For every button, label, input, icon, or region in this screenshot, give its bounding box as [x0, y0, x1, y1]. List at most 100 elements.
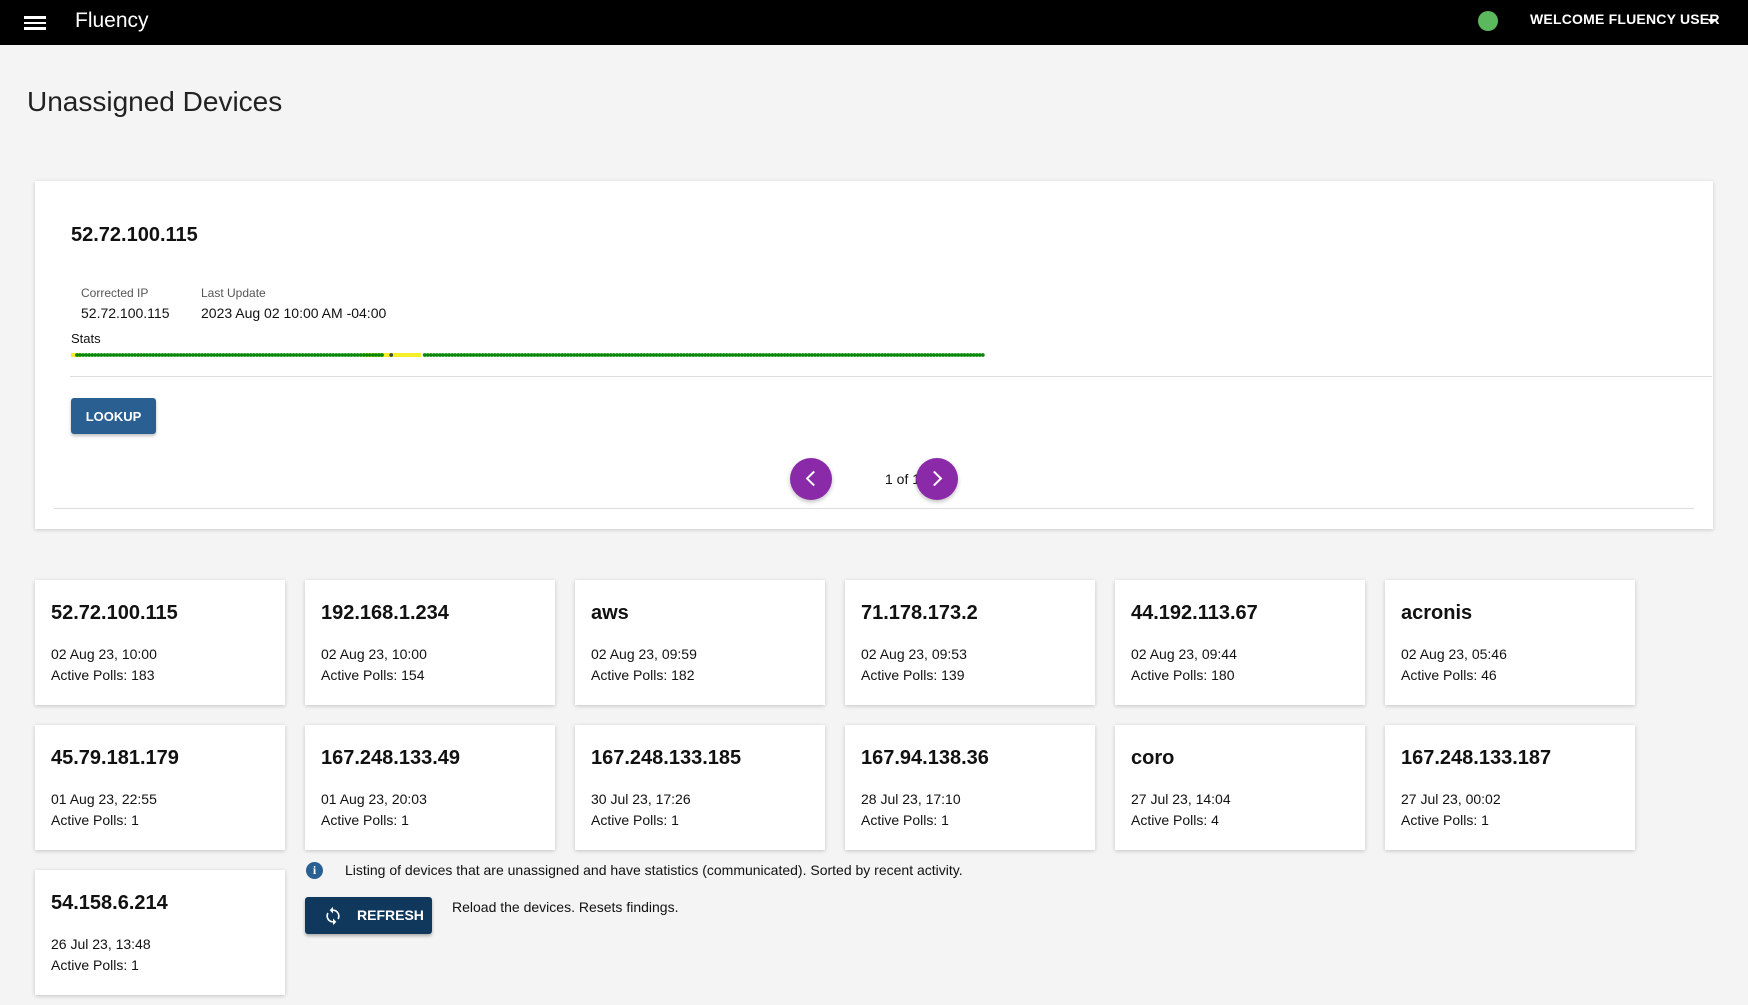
- previous-page-button[interactable]: [790, 458, 832, 500]
- stats-poll-dot: [840, 353, 845, 357]
- stats-poll-dot: [499, 353, 503, 357]
- stats-poll-dot: [297, 353, 302, 357]
- stats-poll-dot: [587, 353, 592, 357]
- stats-poll-dot: [743, 353, 747, 357]
- lookup-button[interactable]: LOOKUP: [71, 398, 156, 434]
- stats-poll-dot: [938, 353, 942, 357]
- stats-poll-dot: [300, 353, 305, 357]
- stats-poll-dot: [578, 353, 583, 357]
- stats-poll-dot: [682, 353, 686, 357]
- device-detail-card: 52.72.100.115 Corrected IP 52.72.100.115…: [35, 181, 1713, 529]
- stats-poll-dot: [218, 353, 223, 357]
- stats-poll-dot: [267, 353, 272, 357]
- stats-poll-dot: [862, 353, 866, 357]
- stats-poll-dot: [181, 353, 186, 357]
- stats-poll-dot: [959, 353, 964, 357]
- device-card[interactable]: 167.248.133.49 01 Aug 23, 20:03 Active P…: [305, 725, 555, 850]
- stats-poll-dot: [526, 353, 531, 357]
- stats-poll-dot: [618, 353, 622, 357]
- stats-poll-dot: [944, 353, 949, 357]
- stats-poll-dot: [233, 353, 238, 357]
- device-card[interactable]: 71.178.173.2 02 Aug 23, 09:53 Active Pol…: [845, 580, 1095, 705]
- stats-poll-dot: [367, 353, 372, 357]
- device-card[interactable]: 54.158.6.214 26 Jul 23, 13:48 Active Pol…: [35, 870, 285, 995]
- hamburger-menu-icon[interactable]: [22, 12, 48, 34]
- device-card[interactable]: 167.248.133.187 27 Jul 23, 00:02 Active …: [1385, 725, 1635, 850]
- stats-poll-dot: [916, 353, 921, 357]
- device-card[interactable]: 45.79.181.179 01 Aug 23, 22:55 Active Po…: [35, 725, 285, 850]
- stats-poll-dot: [468, 353, 473, 357]
- device-name: 167.248.133.185: [591, 747, 742, 769]
- device-card[interactable]: coro 27 Jul 23, 14:04 Active Polls: 4: [1115, 725, 1365, 850]
- stats-poll-dot: [953, 353, 958, 357]
- stats-poll-dot: [282, 353, 287, 357]
- stats-poll-dot: [529, 353, 534, 357]
- device-card[interactable]: 167.248.133.185 30 Jul 23, 17:26 Active …: [575, 725, 825, 850]
- stats-poll-dot: [151, 353, 156, 357]
- stats-poll-dot: [831, 353, 836, 357]
- device-card[interactable]: acronis 02 Aug 23, 05:46 Active Polls: 4…: [1385, 580, 1635, 705]
- refresh-button[interactable]: REFRESH: [305, 897, 432, 934]
- stats-poll-dot: [648, 353, 653, 357]
- device-name: acronis: [1401, 602, 1473, 624]
- stats-poll-dot: [773, 353, 778, 357]
- stats-poll-dot: [172, 353, 177, 357]
- stats-poll-dot: [767, 353, 772, 357]
- stats-poll-dot: [377, 353, 381, 357]
- stats-poll-dot: [855, 353, 860, 357]
- device-last-seen: 28 Jul 23, 17:10: [861, 791, 961, 807]
- stats-poll-dot: [87, 353, 92, 357]
- device-last-seen: 30 Jul 23, 17:26: [591, 791, 691, 807]
- stats-dot-timeline: [71, 353, 985, 357]
- stats-poll-dot: [557, 353, 561, 357]
- stats-poll-dot: [700, 353, 705, 357]
- stats-poll-dot: [843, 353, 848, 357]
- stats-poll-dot: [447, 353, 451, 357]
- stats-poll-dot: [675, 353, 680, 357]
- stats-poll-dot: [822, 353, 827, 357]
- stats-poll-dot: [255, 353, 259, 357]
- device-card[interactable]: 52.72.100.115 02 Aug 23, 10:00 Active Po…: [35, 580, 285, 705]
- stats-poll-dot: [657, 353, 662, 357]
- next-page-button[interactable]: [916, 458, 958, 500]
- stats-poll-dot: [971, 353, 976, 357]
- stats-poll-dot: [749, 353, 753, 357]
- stats-poll-dot: [901, 353, 906, 357]
- info-icon: i: [306, 862, 323, 879]
- stats-poll-dot: [877, 353, 881, 357]
- stats-poll-dot: [453, 353, 458, 357]
- stats-poll-dot: [779, 353, 784, 357]
- stats-poll-dot: [807, 353, 811, 357]
- stats-poll-dot: [139, 353, 143, 357]
- stats-poll-dot: [221, 353, 226, 357]
- stats-poll-dot: [593, 353, 598, 357]
- stats-poll-dot: [130, 353, 134, 357]
- stats-poll-dot: [285, 353, 290, 357]
- stats-poll-dot: [913, 353, 918, 357]
- stats-poll-dot: [666, 353, 671, 357]
- user-menu[interactable]: WELCOME FLUENCY USER: [1530, 11, 1720, 27]
- stats-poll-dot: [642, 353, 647, 357]
- stats-poll-dot: [935, 353, 939, 357]
- device-card[interactable]: 167.94.138.36 28 Jul 23, 17:10 Active Po…: [845, 725, 1095, 850]
- stats-poll-dot: [932, 353, 936, 357]
- stats-poll-dot: [718, 353, 723, 357]
- device-card[interactable]: 44.192.113.67 02 Aug 23, 09:44 Active Po…: [1115, 580, 1365, 705]
- stats-poll-dot: [929, 353, 933, 357]
- stats-poll-dot: [123, 353, 128, 357]
- device-card[interactable]: aws 02 Aug 23, 09:59 Active Polls: 182: [575, 580, 825, 705]
- device-last-seen: 26 Jul 23, 13:48: [51, 936, 151, 952]
- stats-poll-dot: [532, 353, 537, 357]
- stats-poll-dot: [895, 353, 900, 357]
- stats-poll-dot: [575, 353, 580, 357]
- stats-poll-dot: [782, 353, 787, 357]
- chevron-down-icon[interactable]: [1707, 19, 1717, 24]
- stats-poll-dot: [325, 353, 329, 357]
- divider: [54, 508, 1694, 509]
- device-card[interactable]: 192.168.1.234 02 Aug 23, 10:00 Active Po…: [305, 580, 555, 705]
- stats-poll-dot: [633, 353, 638, 357]
- stats-poll-dot: [672, 353, 677, 357]
- stats-poll-dot: [184, 353, 189, 357]
- stats-poll-dot: [126, 353, 131, 357]
- stats-poll-dot: [880, 353, 885, 357]
